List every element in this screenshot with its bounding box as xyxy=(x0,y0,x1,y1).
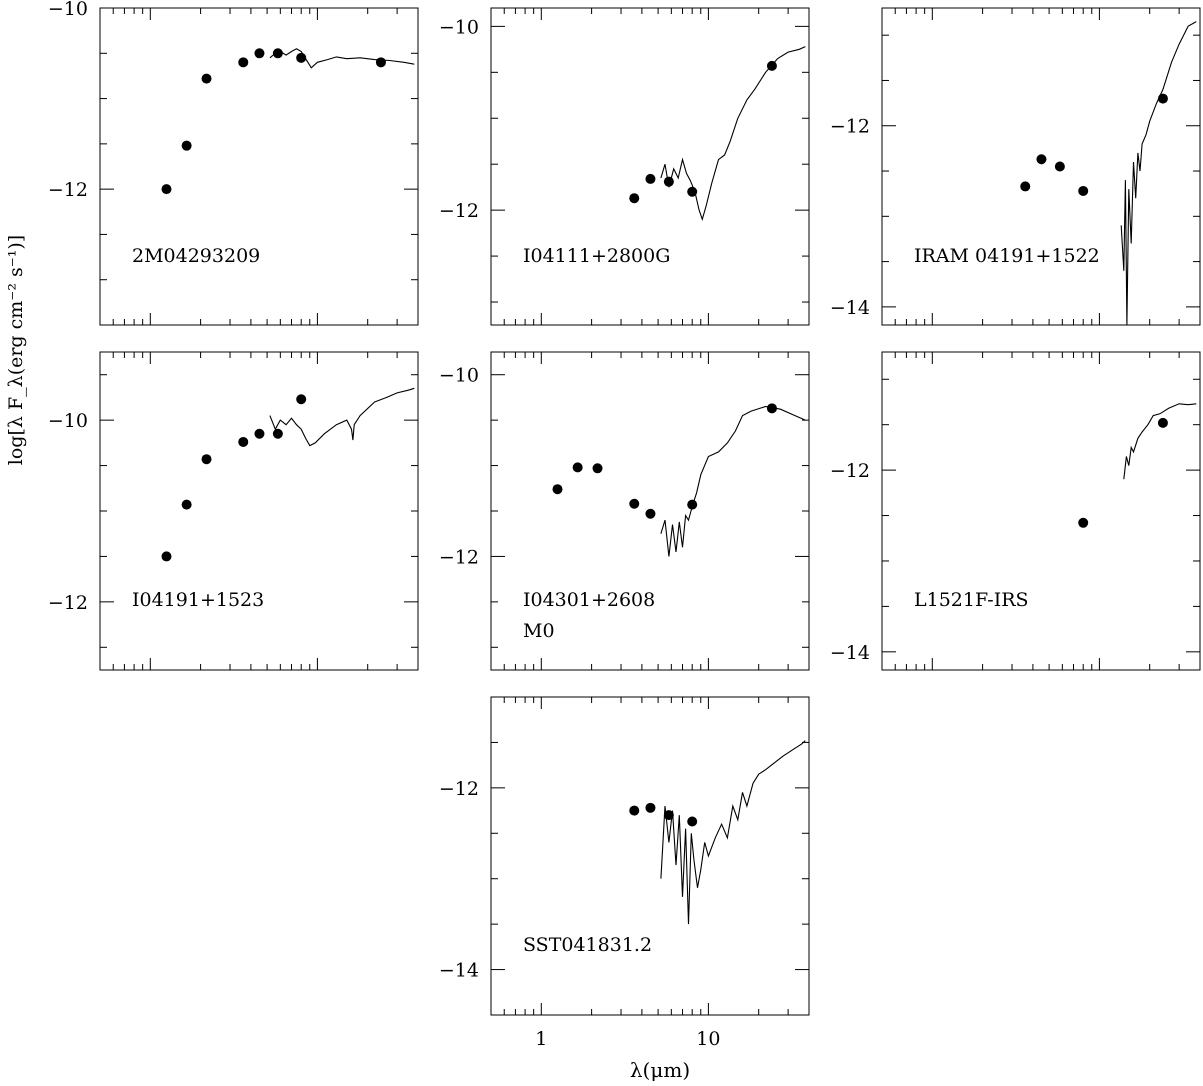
sed-panel: −10 −12 I04191+1523 xyxy=(48,351,419,671)
photometry-point xyxy=(238,57,249,68)
photometry-point xyxy=(272,428,283,439)
photometry-point xyxy=(201,73,212,84)
y-tick-label: −12 xyxy=(48,592,88,614)
sed-panel: −10 −12 I04111+2800G xyxy=(439,7,810,326)
photometry-point xyxy=(552,484,563,495)
spectrum-line xyxy=(269,48,415,69)
photometry-point xyxy=(1157,93,1168,104)
y-tick-label: −14 xyxy=(830,642,870,664)
photometry-point xyxy=(181,499,192,510)
spectrum-line xyxy=(269,387,415,447)
photometry-point xyxy=(629,805,640,816)
panel-frame xyxy=(490,7,810,326)
panel-frame xyxy=(881,7,1201,326)
y-tick-label: −10 xyxy=(48,410,88,432)
spectrum-line xyxy=(1120,21,1197,326)
spectrum-line xyxy=(660,740,806,925)
panel-label: IRAM 04191+1522 xyxy=(914,245,1100,267)
y-tick-label: −10 xyxy=(439,365,479,387)
x-tick-label: 10 xyxy=(696,1028,720,1050)
panel-frame xyxy=(99,351,419,671)
photometry-point xyxy=(629,498,640,509)
photometry-point xyxy=(1078,185,1089,196)
spectrum-line xyxy=(660,46,806,222)
panel-label: I04191+1523 xyxy=(132,589,264,611)
y-tick-label: −10 xyxy=(439,16,479,38)
photometry-point xyxy=(687,499,698,510)
photometry-point xyxy=(201,454,212,465)
photometry-point xyxy=(592,463,603,474)
x-tick-label: 1 xyxy=(535,1028,547,1050)
y-tick-label: −12 xyxy=(48,179,88,201)
photometry-point xyxy=(161,551,172,562)
photometry-point xyxy=(687,186,698,197)
panel-frame xyxy=(881,351,1201,671)
photometry-point xyxy=(645,508,656,519)
photometry-point xyxy=(766,60,777,71)
photometry-point xyxy=(161,184,172,195)
photometry-point xyxy=(645,802,656,813)
photometry-point xyxy=(181,140,192,151)
photometry-point xyxy=(1054,161,1065,172)
photometry-point xyxy=(375,57,386,68)
panel-label: I04111+2800G xyxy=(523,245,670,267)
panel-frame xyxy=(490,696,810,1016)
photometry-point xyxy=(687,816,698,827)
photometry-point xyxy=(1078,517,1089,528)
photometry-point xyxy=(572,462,583,473)
x-axis-label: λ(μm) xyxy=(629,1058,691,1082)
panel-label: M0 xyxy=(523,620,555,642)
panel-label: 2M04293209 xyxy=(132,245,260,267)
photometry-point xyxy=(254,48,265,59)
panel-label: L1521F-IRS xyxy=(914,589,1029,611)
sed-panel: 1 10 −12 −14 SST041831.2 xyxy=(439,696,810,1050)
sed-panel: −12 −14 L1521F-IRS xyxy=(830,351,1201,671)
y-tick-label: −12 xyxy=(830,116,870,138)
panel-label: SST041831.2 xyxy=(523,934,652,956)
y-tick-label: −12 xyxy=(830,460,870,482)
y-tick-label: −10 xyxy=(48,0,88,20)
photometry-point xyxy=(296,394,307,405)
y-tick-label: −14 xyxy=(830,297,870,319)
photometry-point xyxy=(254,428,265,439)
y-tick-label: −14 xyxy=(439,960,479,982)
y-tick-label: −12 xyxy=(439,200,479,222)
photometry-point xyxy=(272,48,283,59)
spectrum-line xyxy=(660,405,806,557)
photometry-point xyxy=(766,403,777,414)
photometry-point xyxy=(663,176,674,187)
photometry-point xyxy=(238,436,249,447)
panel-label: I04301+2608 xyxy=(523,589,655,611)
sed-panel: −12 −14 IRAM 04191+1522 xyxy=(830,7,1201,326)
photometry-point xyxy=(645,173,656,184)
y-tick-label: −12 xyxy=(439,778,479,800)
panel-frame xyxy=(99,7,419,326)
y-tick-label: −12 xyxy=(439,546,479,568)
spectrum-line xyxy=(1123,403,1197,480)
photometry-point xyxy=(1157,417,1168,428)
photometry-point xyxy=(1020,181,1031,192)
photometry-point xyxy=(663,810,674,821)
y-axis-label: log[λ F_λ(erg cm⁻² s⁻¹)] xyxy=(5,234,27,466)
sed-panel: −10 −12 2M04293209 xyxy=(48,0,419,326)
photometry-point xyxy=(629,193,640,204)
sed-panel: −10 −12 I04301+2608 M0 xyxy=(439,351,810,671)
photometry-point xyxy=(1036,154,1047,165)
photometry-point xyxy=(296,52,307,63)
